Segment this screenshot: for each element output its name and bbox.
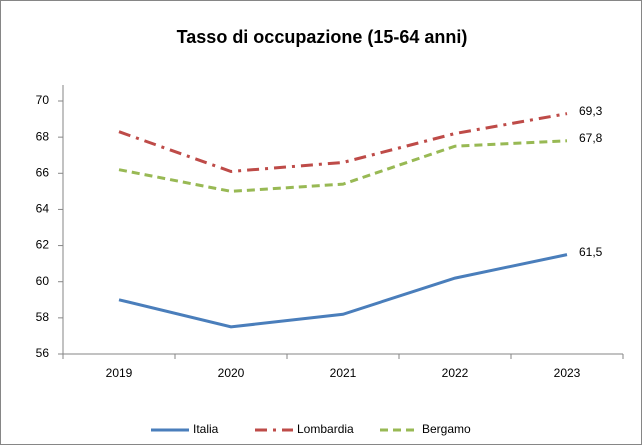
y-tick-label: 70: [36, 93, 50, 107]
y-tick-label: 68: [36, 129, 50, 143]
legend-label: Bergamo: [422, 422, 471, 436]
data-label: 61,5: [579, 245, 603, 259]
y-tick-label: 62: [36, 238, 50, 252]
x-tick-label: 2020: [218, 366, 245, 380]
y-tick-label: 58: [36, 310, 50, 324]
series-line: [118, 112, 568, 173]
x-tick-label: 2023: [554, 366, 581, 380]
data-label: 69,3: [579, 104, 603, 118]
data-label: 67,8: [579, 131, 603, 145]
x-tick-label: 2019: [106, 366, 133, 380]
legend-label: Lombardia: [297, 422, 354, 436]
y-tick-label: 64: [36, 202, 50, 216]
series-line: [118, 139, 568, 193]
x-tick-label: 2021: [330, 366, 357, 380]
series-line: [118, 253, 568, 329]
legend-label: Italia: [193, 422, 219, 436]
y-tick-label: 66: [36, 165, 50, 179]
chart-title: Tasso di occupazione (15-64 anni): [177, 27, 468, 47]
y-tick-label: 56: [36, 346, 50, 360]
x-tick-label: 2022: [442, 366, 469, 380]
y-tick-label: 60: [36, 274, 50, 288]
